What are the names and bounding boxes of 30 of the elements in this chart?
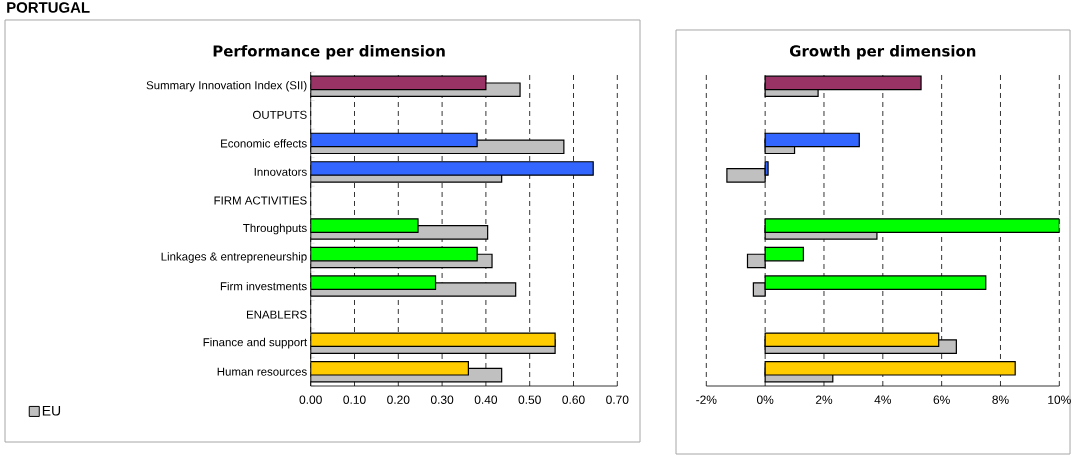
x-tick-label: 4% — [874, 395, 892, 404]
x-tick-label: 10% — [1048, 395, 1071, 404]
y-tick-label: Summary Innovation Index (SII) — [146, 80, 307, 92]
x-tick-label: 0.10 — [343, 395, 366, 404]
x-tick-label: 0.60 — [562, 395, 585, 404]
x-tick-label: 2% — [815, 395, 833, 404]
x-tick-label: 0.40 — [474, 395, 498, 404]
x-tick-label: 8% — [992, 395, 1009, 404]
x-tick-label: 0.30 — [430, 395, 454, 404]
chart-title: Performance per dimension — [213, 45, 445, 60]
y-tick-label: Finance and support — [203, 337, 308, 349]
x-tick-label: 0.70 — [606, 395, 629, 404]
legend-label: EU — [42, 405, 61, 416]
y-tick-label: Innovators — [254, 167, 307, 176]
y-tick-label: ENABLERS — [246, 310, 307, 319]
y-tick-label: Throughputs — [243, 223, 307, 235]
x-tick-label: -2% — [696, 395, 717, 404]
x-tick-label: 0.00 — [299, 395, 322, 404]
x-tick-label: 6% — [933, 395, 950, 404]
x-tick-label: 0.20 — [387, 395, 410, 404]
x-tick-label: 0% — [756, 395, 774, 404]
y-tick-label: OUTPUTS — [252, 110, 307, 119]
x-tick-label: 0.50 — [518, 395, 541, 404]
y-tick-label: FIRM ACTIVITIES — [214, 196, 307, 205]
text: PORTUGAL — [7, 2, 90, 13]
y-tick-label: Firm investments — [220, 281, 307, 291]
y-tick-label: Economic effects — [221, 139, 307, 148]
y-tick-label: Human resources — [217, 367, 307, 376]
y-tick-label: Linkages & entrepreneurship — [161, 252, 307, 263]
chart-title: Growth per dimension — [789, 45, 976, 60]
